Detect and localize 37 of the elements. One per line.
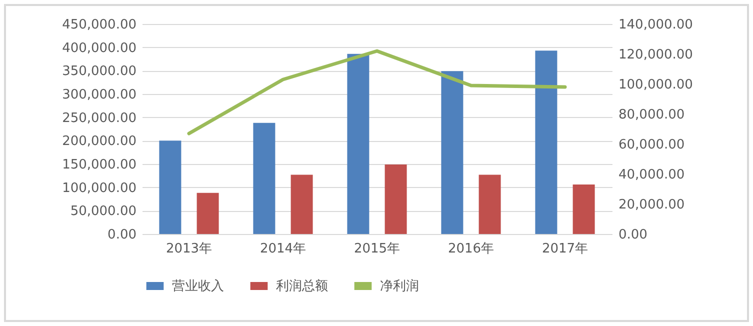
- y-tick-label: 250,000.00: [62, 110, 136, 126]
- y2-tick-label: 40,000.00: [618, 168, 684, 182]
- bar: [534, 50, 557, 234]
- x-tick-label: 2013年: [165, 242, 212, 256]
- bar: [252, 122, 275, 234]
- y-tick-label: 0.00: [107, 228, 136, 242]
- y2-tick-label: 120,000.00: [618, 48, 692, 62]
- bar: [384, 164, 406, 234]
- y-tick-label: 200,000.00: [62, 134, 136, 150]
- y2-tick-label: 140,000.00: [618, 18, 692, 32]
- y2-tick-label: 80,000.00: [618, 108, 684, 122]
- bar: [290, 174, 312, 234]
- x-tick-label: 2016年: [447, 242, 494, 256]
- bar: [196, 192, 218, 234]
- y-tick-label: 400,000.00: [62, 40, 136, 56]
- y-tick-label: 50,000.00: [70, 204, 136, 220]
- bar: [346, 54, 369, 234]
- bar: [158, 140, 181, 234]
- y-tick-label: 100,000.00: [62, 180, 136, 196]
- y2-tick-label: 60,000.00: [618, 138, 684, 152]
- y-tick-label: 150,000.00: [62, 158, 136, 172]
- y2-tick-label: 20,000.00: [618, 198, 684, 212]
- y-tick-label: 300,000.00: [62, 88, 136, 102]
- x-tick-label: 2014年: [259, 242, 306, 256]
- bar: [440, 71, 463, 234]
- y-tick-label: 350,000.00: [62, 64, 136, 80]
- legend-label: 净利润: [380, 279, 418, 294]
- bar: [478, 174, 500, 234]
- y2-tick-label: 100,000.00: [618, 78, 692, 92]
- x-tick-label: 2015年: [353, 242, 400, 256]
- y2-tick-label: 0.00: [618, 228, 647, 242]
- legend-label: 营业收入: [172, 279, 224, 294]
- line-series: [186, 49, 566, 136]
- legend-label: 利润总额: [276, 279, 328, 294]
- bar: [572, 184, 594, 234]
- y-tick-label: 450,000.00: [62, 18, 136, 32]
- x-tick-label: 2017年: [541, 242, 588, 256]
